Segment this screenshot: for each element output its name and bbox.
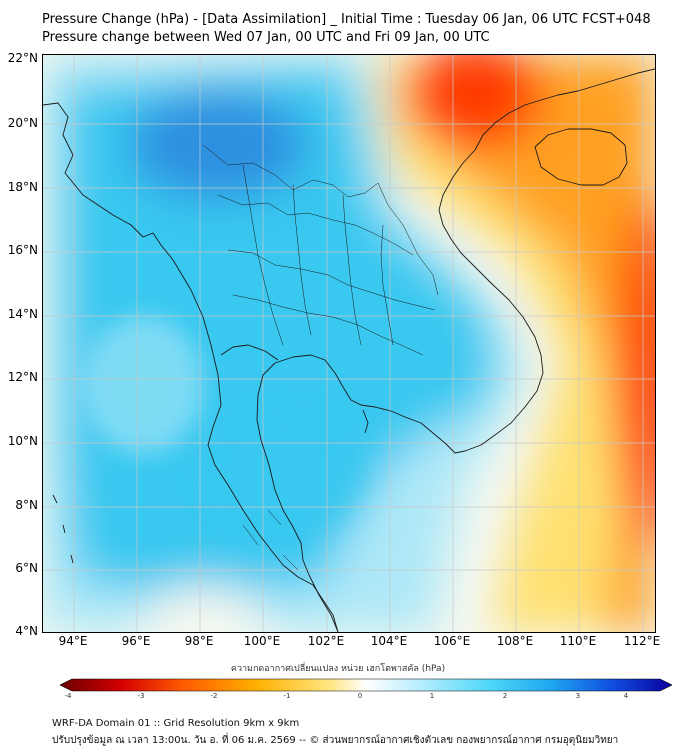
lon-label: 106°E [433, 634, 471, 648]
colorbar-tick-label: -1 [283, 692, 291, 700]
colorbar-tick-label: 0 [357, 692, 363, 700]
footer-model-info: WRF-DA Domain 01 :: Grid Resolution 9km … [52, 718, 300, 729]
colorbar-label: ความกดอากาศเปลี่ยนแปลง หน่วย เฮกโตพาสคัล… [230, 664, 446, 674]
colorbar-tick-label: 2 [502, 692, 508, 700]
fall-region-core [423, 55, 655, 632]
lat-label: 18°N [7, 180, 38, 194]
lat-label: 10°N [7, 434, 38, 448]
lon-label: 94°E [58, 634, 88, 648]
lat-lon-grid [43, 55, 655, 632]
colorbar-tick-label: -2 [210, 692, 218, 700]
admin-boundaries [202, 144, 439, 571]
lat-label: 8°N [15, 498, 38, 512]
colorbar-tick-label: 4 [623, 692, 629, 700]
coastlines [43, 68, 655, 632]
lat-label: 12°N [7, 370, 38, 384]
strong-fall-east [618, 195, 655, 555]
lon-label: 102°E [307, 634, 345, 648]
footer-update-info: ปรับปรุงข้อมูล ณ เวลา 13:00น. วัน อ. ที่… [52, 735, 619, 746]
lon-label: 100°E [243, 634, 281, 648]
lon-label: 112°E [623, 634, 661, 648]
colorbar-tick-label: 1 [429, 692, 435, 700]
rise-region-core [63, 65, 498, 600]
lat-label: 14°N [7, 307, 38, 321]
lat-label: 16°N [7, 243, 38, 257]
pressure-change-map [42, 54, 656, 633]
lon-label: 104°E [370, 634, 408, 648]
lon-label: 108°E [496, 634, 534, 648]
colorbar [60, 678, 672, 692]
map-title: Pressure Change (hPa) - [Data Assimilati… [42, 12, 651, 27]
colorbar-tick-label: -3 [137, 692, 145, 700]
lon-label: 96°E [121, 634, 151, 648]
strong-fall-north [403, 55, 543, 150]
colorbar-tick-label: -4 [64, 692, 72, 700]
lon-label: 110°E [559, 634, 597, 648]
colorbar-bar [60, 678, 672, 692]
colorbar-tick-label: 3 [575, 692, 581, 700]
lat-label: 6°N [15, 561, 38, 575]
strong-rise-core [128, 90, 308, 200]
lat-label: 20°N [7, 116, 38, 130]
lon-label: 98°E [184, 634, 214, 648]
lat-label: 22°N [7, 51, 38, 65]
neutral-south [143, 585, 263, 632]
map-subtitle: Pressure change between Wed 07 Jan, 00 U… [42, 30, 490, 45]
lat-label: 4°N [15, 624, 38, 638]
